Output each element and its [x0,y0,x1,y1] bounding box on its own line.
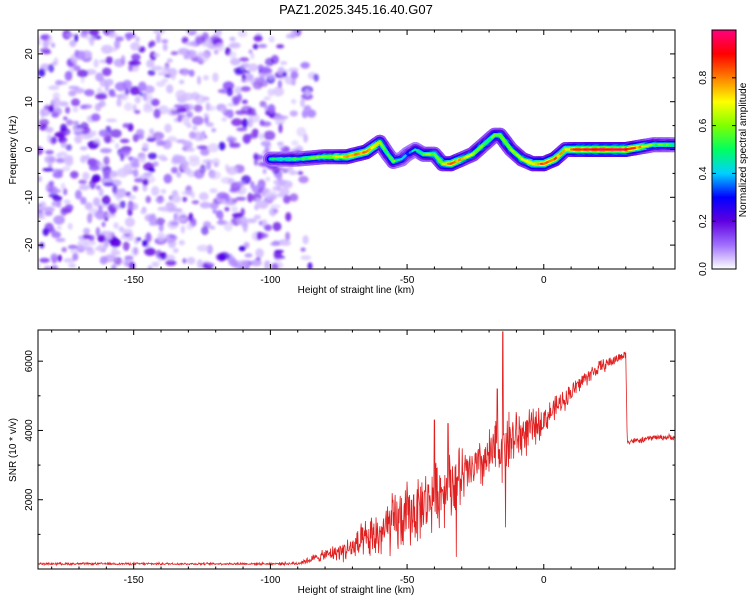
snr-y-label: SNR (10 * v/v) [8,418,19,482]
y-tick-label: 2000 [24,488,35,511]
y-tick-label: 10 [24,96,35,108]
y-tick-label: 0 [24,146,35,152]
x-tick-label: 0 [541,275,547,286]
snr-frame [37,329,676,570]
x-tick-label: -50 [400,275,415,286]
figure-title: PAZ1.2025.345.16.40.G07 [279,2,433,17]
spectrogram-y-axis: -20 -10 0 10 20 [24,29,675,270]
x-tick-label: 0 [541,575,547,586]
colorbar-scale [711,29,737,270]
snr-panel: -150 -100 -50 0 2000 4000 6000 Height of stra… [8,329,676,596]
colorbar-tick-label: 0.0 [698,262,709,276]
x-tick-label: -100 [260,275,280,286]
y-tick-label: -10 [24,190,35,205]
y-tick-label: 4000 [24,419,35,442]
spectrogram-y-label: Frequency (Hz) [8,116,19,185]
y-tick-label: 20 [24,48,35,60]
snr-series-line [38,331,675,567]
colorbar-tick-label: 0.8 [698,70,709,84]
x-tick-label: -50 [400,575,415,586]
x-tick-label: -100 [260,575,280,586]
ridge-band-4 [269,134,675,165]
colorbar-tick-label: 0.2 [698,214,709,228]
spectrogram-x-label: Height of straight line (km) [298,285,415,296]
ridge-layer [262,127,675,172]
y-tick-label: 6000 [24,350,35,373]
noise-region [38,30,319,269]
x-tick-label: -150 [124,275,144,286]
colorbar-label: Normalized spectral amplitude [738,82,749,217]
spectrogram-x-axis: -150 -100 -50 0 [51,30,654,286]
snr-x-label: Height of straight line (km) [298,585,415,596]
colorbar-tick-label: 0.4 [698,166,709,180]
y-tick-label: -20 [24,237,35,252]
snr-y-axis: 2000 4000 6000 [24,350,675,570]
snr-x-axis: -150 -100 -50 0 [51,330,654,586]
x-tick-label: -150 [124,575,144,586]
colorbar-ticks: 0.0 0.2 0.4 0.6 0.8 [698,70,736,276]
colorbar-tick-label: 0.6 [698,118,709,132]
colorbar: 0.0 0.2 0.4 0.6 0.8 Normalized spectral ampl… [698,29,749,276]
